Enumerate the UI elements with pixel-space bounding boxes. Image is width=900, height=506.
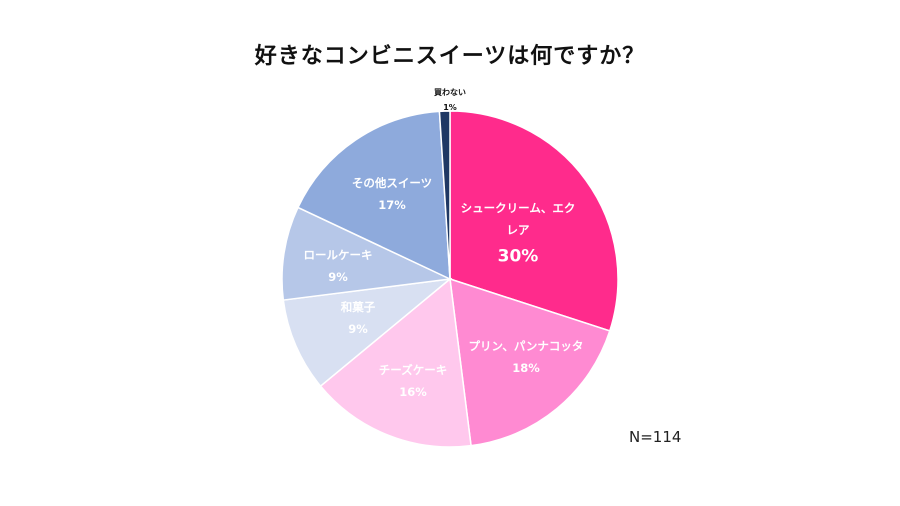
pie-slice-3 [319,277,472,448]
slice-label-5: ロールケーキ 9% [304,248,373,284]
sample-size-note: N=114 [629,428,682,446]
slice-label-text: その他スイーツ [352,176,432,190]
chart-title: 好きなコンビニスイーツは何ですか？ [254,44,646,69]
pie-slice-7 [438,110,451,280]
slice-percent: 9% [348,322,368,336]
slice-label-3: チーズケーキ 16% [379,363,447,399]
slice-label-text: ロールケーキ [304,248,373,262]
pie-slice-4 [282,277,453,388]
slice-label-text: プリン、パンナコッタ [469,339,584,353]
slice-label-text: チーズケーキ [379,363,447,377]
slice-label-text: 和菓子 [341,300,376,314]
slice-label-text: シュークリーム、エク [461,201,576,215]
slice-label-2: プリン、パンナコッタ 18% [469,339,584,375]
slice-percent: 18% [512,361,540,375]
slice-percent: 1% [443,103,457,112]
slice-label-7: 買わない 1% [434,88,466,112]
slice-percent: 17% [378,198,406,212]
pie-slice-6 [296,110,451,281]
slice-percent: 9% [328,270,348,284]
pie-slice-2 [449,277,611,447]
slice-label-text: 買わない [434,88,466,97]
slice-label-6: その他スイーツ 17% [352,176,432,212]
slice-percent: 16% [399,385,427,399]
pie-slice-5 [281,206,453,301]
slice-percent: 30% [498,247,539,267]
slice-label-text: レア [507,223,530,237]
pie-slice-1 [449,110,619,332]
slice-label-4: 和菓子 9% [341,300,376,336]
